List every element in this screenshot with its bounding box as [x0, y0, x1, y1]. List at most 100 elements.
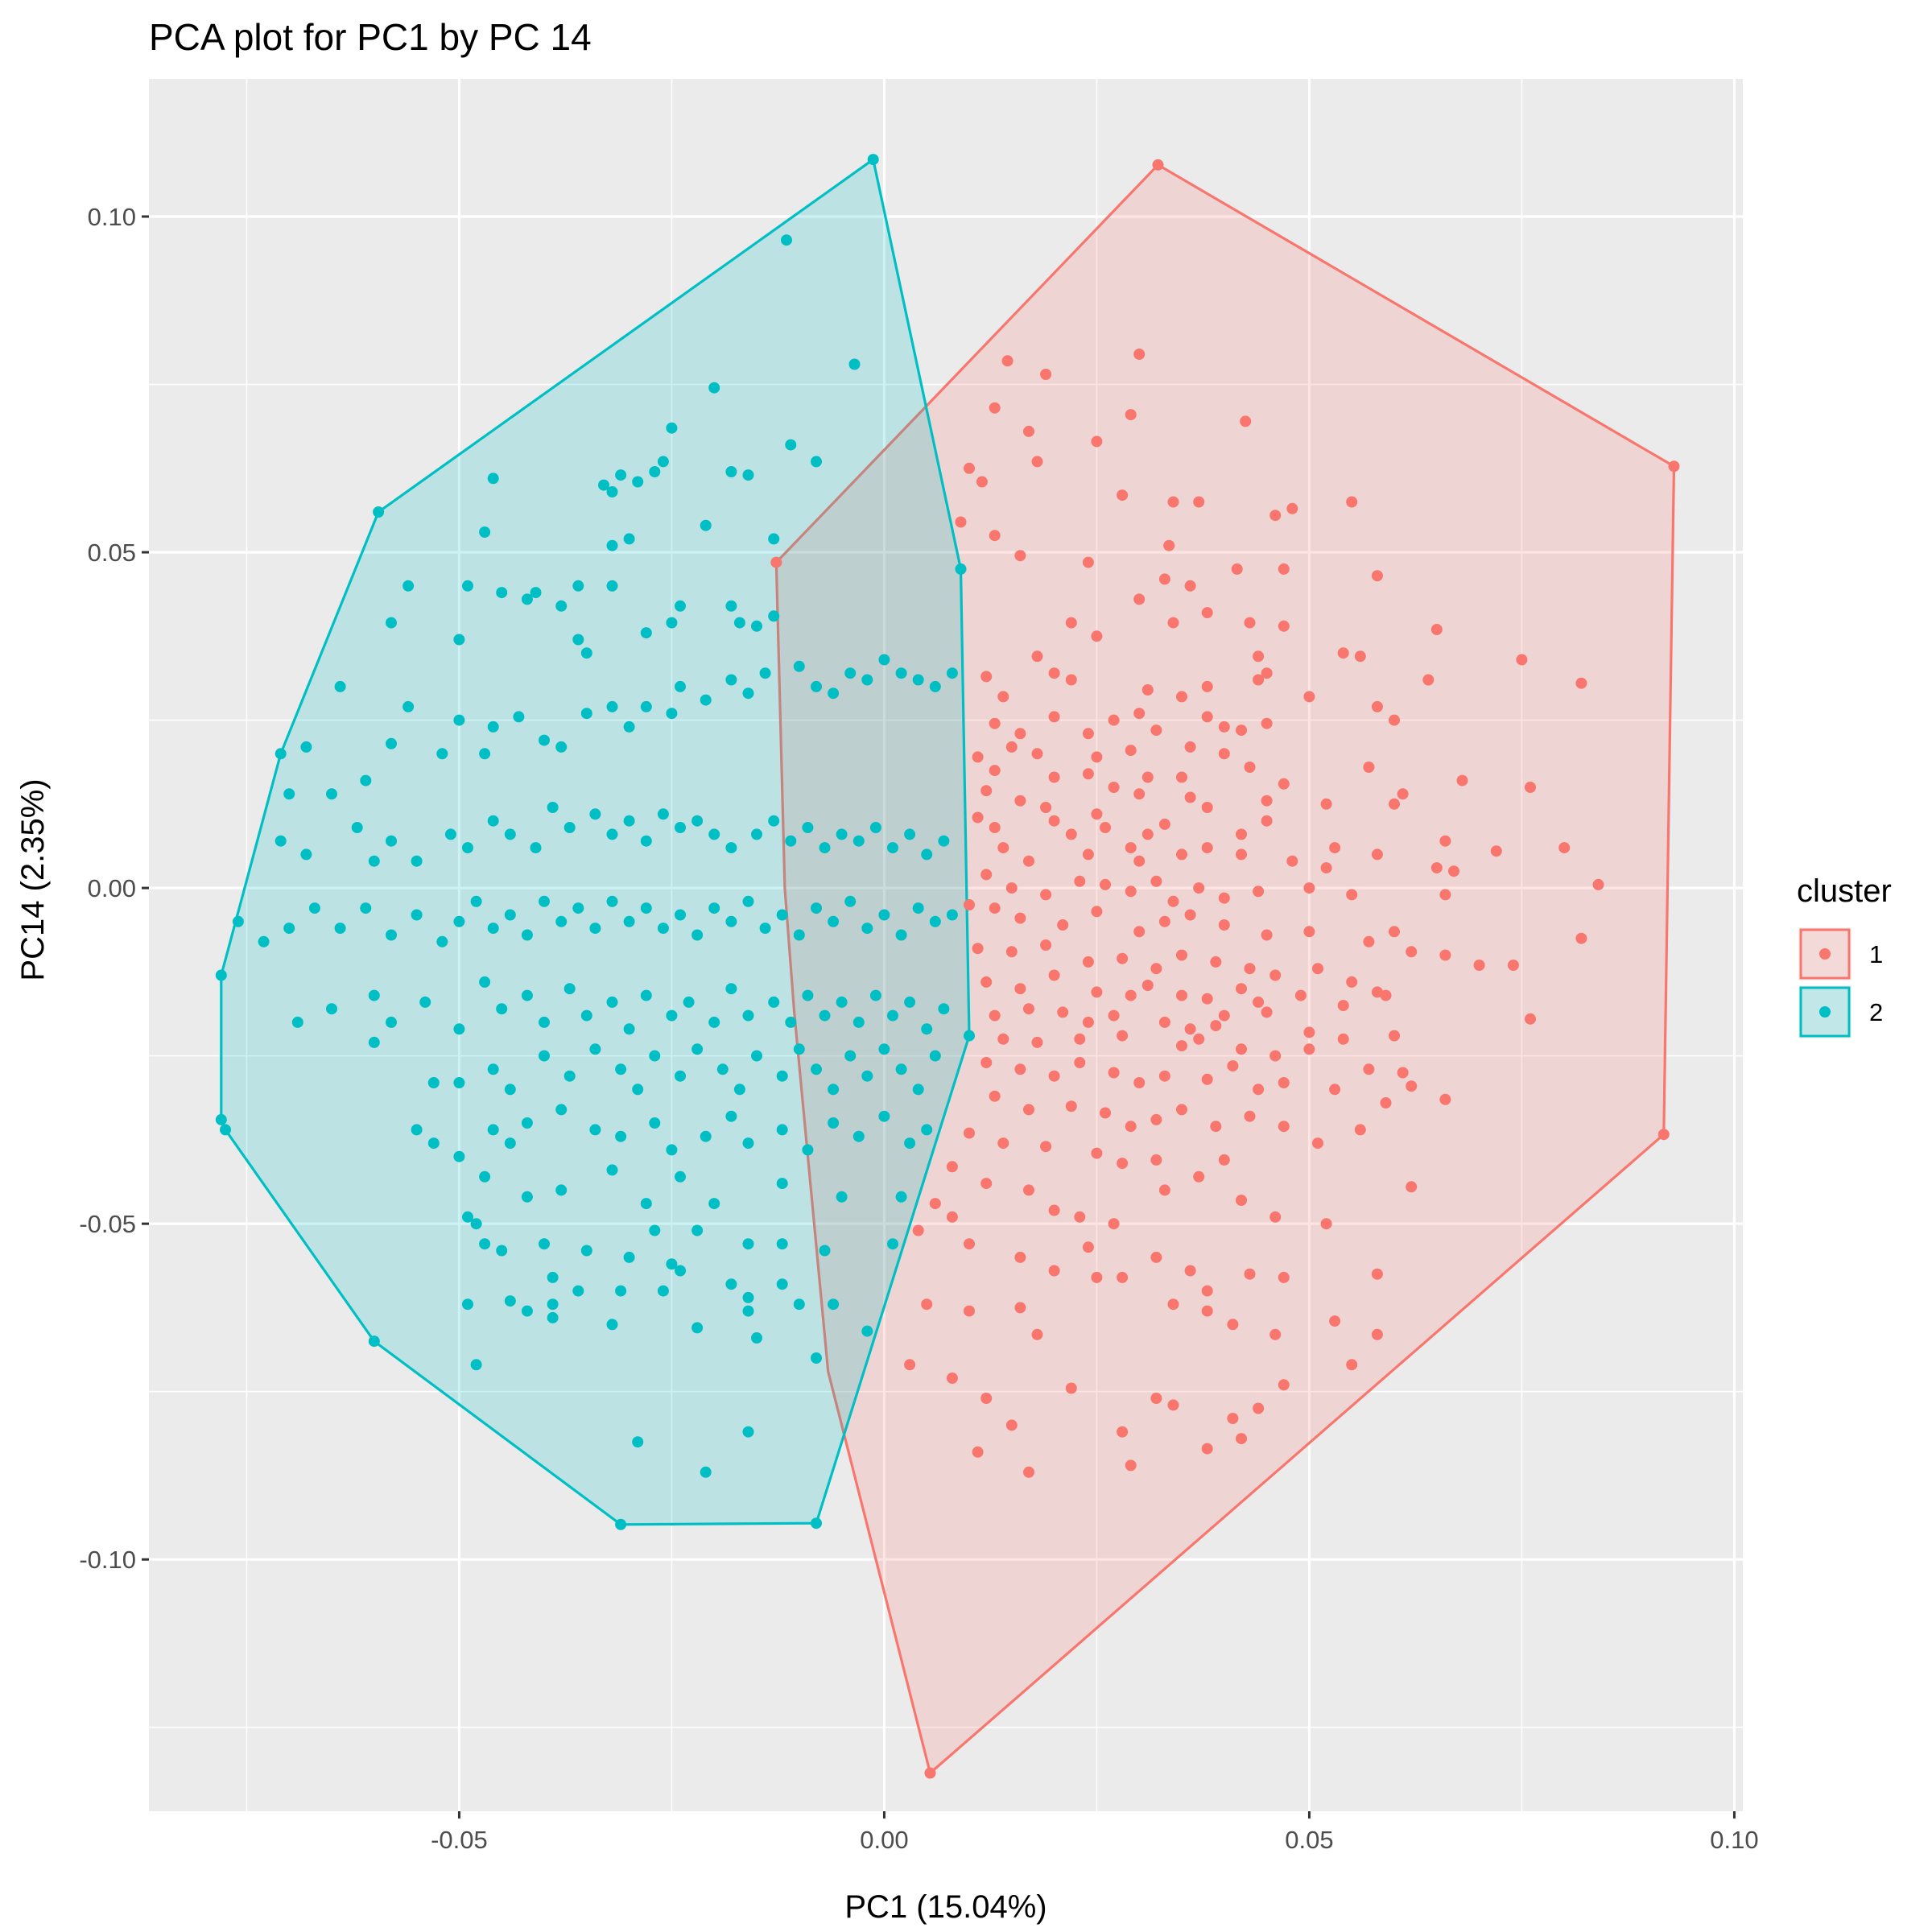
cluster-1-point	[1031, 456, 1043, 468]
cluster-2-point	[848, 358, 861, 370]
cluster-2-point	[793, 660, 805, 672]
cluster-1-point	[1023, 855, 1034, 867]
cluster-1-point	[1074, 1211, 1086, 1223]
cluster-2-point	[462, 1298, 473, 1311]
cluster-1-point	[989, 530, 1001, 542]
cluster-1-point	[1065, 1382, 1077, 1394]
cluster-1-point	[1244, 1110, 1256, 1122]
cluster-2-point	[657, 808, 669, 820]
cluster-1-point	[1201, 680, 1213, 692]
cluster-2-point	[691, 1043, 704, 1055]
cluster-2-point	[283, 788, 295, 800]
cluster-2-point	[887, 842, 898, 854]
cluster-1-point	[1014, 550, 1026, 562]
cluster-1-point	[1269, 969, 1282, 981]
cluster-1-point	[1158, 1070, 1170, 1082]
cluster-2-point	[828, 1084, 840, 1096]
cluster-1-point	[1303, 882, 1315, 894]
cluster-2-point	[649, 1224, 661, 1236]
cluster-2-point	[675, 680, 686, 692]
cluster-1-point	[1201, 1285, 1213, 1297]
cluster-2-point	[436, 748, 448, 760]
cluster-1-point	[1031, 650, 1043, 663]
cluster-1-point	[1014, 983, 1026, 995]
cluster-1-point	[1525, 1013, 1536, 1025]
cluster-2-point	[742, 1291, 754, 1303]
cluster-2-point	[427, 1137, 440, 1150]
cluster-2-point	[878, 909, 890, 921]
cluster-1-point	[1389, 714, 1400, 726]
cluster-1-point	[1150, 724, 1162, 737]
cluster-2-point	[878, 1110, 890, 1122]
cluster-1-point	[1201, 802, 1213, 813]
cluster-2-point	[606, 539, 618, 551]
cluster-1-point	[1261, 667, 1273, 679]
cluster-2-point	[470, 1218, 482, 1230]
cluster-2-point	[640, 835, 652, 847]
cluster-2-point	[776, 1178, 788, 1190]
cluster-1-point	[1389, 1030, 1400, 1042]
cluster-2-point	[479, 1238, 491, 1250]
cluster-1-point	[1278, 620, 1290, 632]
cluster-2-point	[479, 748, 491, 760]
cluster-2-point	[691, 1224, 704, 1236]
cluster-1-point	[1201, 993, 1213, 1005]
cluster-2-point	[547, 1298, 559, 1311]
cluster-1-point	[1031, 1036, 1043, 1048]
cluster-2-point	[580, 1245, 592, 1257]
cluster-2-point	[623, 915, 635, 927]
cluster-1-point	[1236, 848, 1247, 861]
cluster-2-point	[776, 1238, 788, 1250]
cluster-1-point	[1406, 1080, 1418, 1092]
y-tick-label: -0.05	[79, 1210, 136, 1238]
cluster-1-point	[1346, 976, 1358, 988]
cluster-2-point	[869, 989, 881, 1001]
cluster-1-point	[1074, 1033, 1086, 1045]
cluster-2-point	[895, 1063, 907, 1075]
cluster-1-point	[1117, 1426, 1129, 1438]
cluster-2-point	[793, 1298, 805, 1311]
cluster-2-point	[725, 466, 737, 477]
cluster-1-point	[976, 476, 988, 488]
cluster-1-point	[1193, 1033, 1205, 1045]
cluster-2-point	[386, 737, 397, 749]
cluster-2-point	[691, 929, 704, 941]
cluster-1-point	[1082, 1241, 1094, 1253]
cluster-1-point	[1227, 1413, 1239, 1424]
cluster-1-point	[1048, 1070, 1060, 1082]
cluster-2-point	[496, 587, 508, 599]
cluster-2-point	[725, 915, 737, 927]
cluster-2-point	[427, 1077, 440, 1088]
cluster-2-point	[768, 815, 780, 827]
cluster-1-point	[1218, 1154, 1230, 1166]
cluster-1-point	[1184, 909, 1196, 921]
cluster-1-point	[921, 1298, 933, 1311]
cluster-1-point	[1133, 1077, 1146, 1088]
cluster-2-point	[547, 802, 559, 813]
cluster-1-point	[980, 671, 993, 683]
cluster-2-point	[623, 1023, 635, 1035]
cluster-1-point	[1201, 1443, 1213, 1455]
cluster-1-point	[1371, 1268, 1383, 1280]
cluster-2-point	[462, 842, 473, 854]
x-axis-ticks: -0.05 0.00 0.05 0.10	[431, 1811, 1759, 1854]
cluster-2-point	[844, 1050, 857, 1062]
cluster-1-point	[1278, 1121, 1290, 1133]
cluster-1-point	[904, 1359, 916, 1371]
cluster-2-point	[776, 909, 788, 921]
cluster-1-point	[1014, 1251, 1026, 1263]
cluster-2-point	[504, 909, 516, 921]
cluster-2-point	[539, 734, 550, 746]
cluster-2-point	[716, 1063, 729, 1075]
cluster-2-point	[861, 1325, 873, 1337]
cluster-2-point	[666, 708, 678, 720]
cluster-1-point	[1261, 795, 1273, 807]
cluster-1-point	[1193, 1170, 1205, 1183]
cluster-1-point	[1227, 1060, 1239, 1072]
cluster-2-point	[402, 580, 415, 592]
cluster-2-point	[555, 741, 568, 753]
cluster-2-point	[521, 989, 533, 1001]
cluster-2-point	[555, 600, 568, 612]
cluster-2-point	[793, 1043, 805, 1055]
cluster-2-point	[462, 580, 473, 592]
